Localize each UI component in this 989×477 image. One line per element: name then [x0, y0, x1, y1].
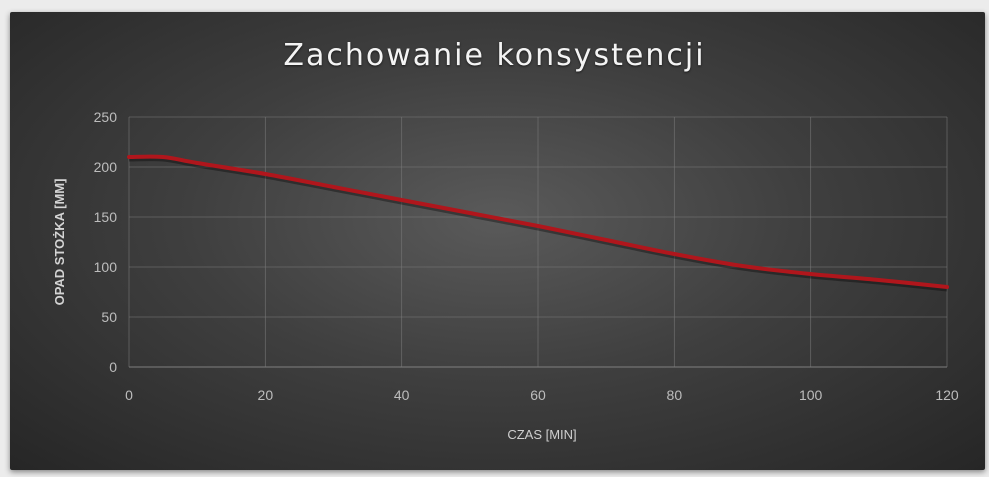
x-tick-label: 80	[667, 387, 683, 403]
chart-background	[10, 12, 985, 470]
y-tick-label: 50	[101, 309, 117, 325]
x-tick-label: 60	[530, 387, 546, 403]
y-tick-label: 150	[94, 209, 118, 225]
x-tick-label: 0	[125, 387, 133, 403]
y-axis-title: OPAD STOŻKA [MM]	[52, 179, 67, 306]
chart-title: Zachowanie konsystencji	[283, 38, 706, 73]
x-tick-label: 20	[258, 387, 274, 403]
y-tick-label: 200	[94, 159, 118, 175]
x-tick-label: 40	[394, 387, 410, 403]
x-tick-label: 100	[799, 387, 823, 403]
series-line	[127, 154, 949, 289]
series-lines	[127, 154, 949, 292]
y-tick-label: 100	[94, 259, 118, 275]
y-tick-label: 250	[94, 109, 118, 125]
x-axis-title: CZAS [MIN]	[507, 427, 577, 442]
x-tick-label: 120	[935, 387, 959, 403]
x-tick-labels: 0 20 40 60 80 100 120	[125, 387, 959, 403]
y-tick-labels: 0 50 100 150 200 250	[94, 109, 118, 375]
y-tick-label: 0	[109, 359, 117, 375]
gridlines	[128, 116, 948, 368]
